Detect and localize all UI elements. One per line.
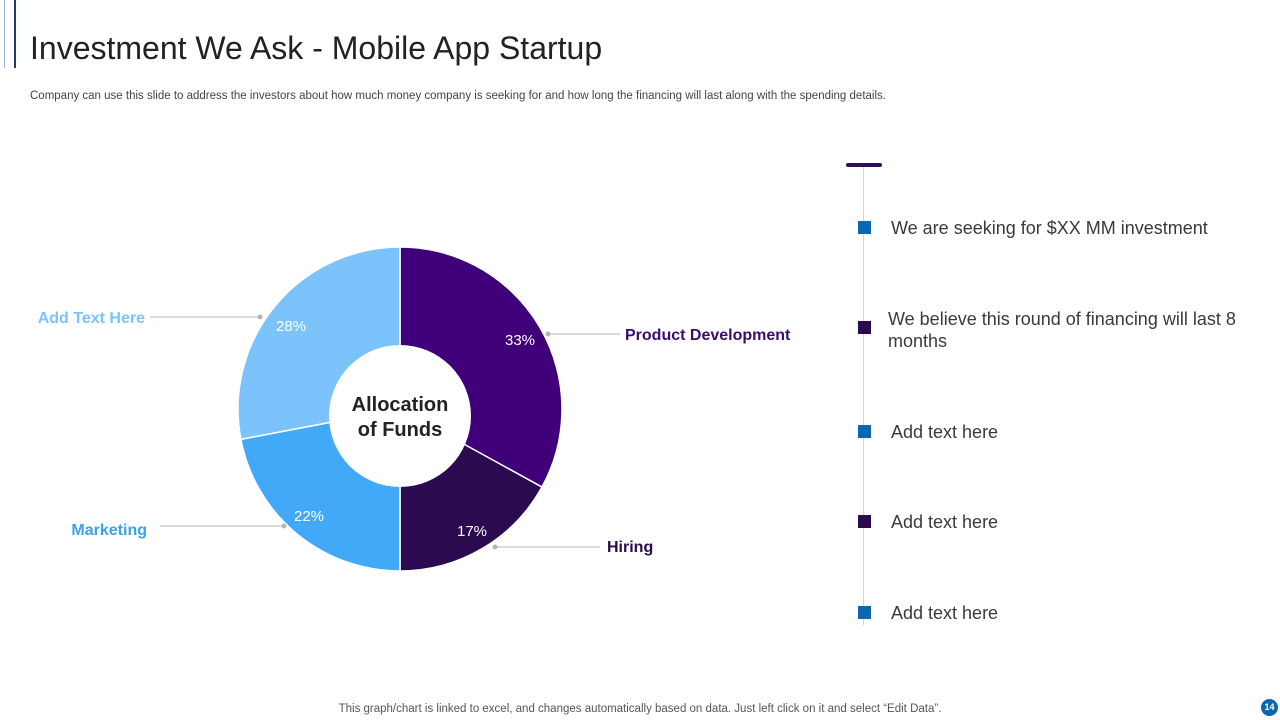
square-bullet-icon bbox=[858, 515, 871, 528]
accent-line bbox=[14, 0, 16, 68]
bullet-text-2: We believe this round of financing will … bbox=[888, 309, 1236, 351]
bullet-text-3: Add text here bbox=[891, 422, 999, 442]
accent-line-thin bbox=[4, 0, 5, 68]
page-number-badge: 14 bbox=[1261, 699, 1278, 716]
square-bullet-icon bbox=[858, 321, 871, 334]
slide-subtitle: Company can use this slide to address th… bbox=[30, 90, 886, 102]
category-label-4: Add Text Here bbox=[38, 310, 145, 327]
slice-percent-label-3: 22% bbox=[294, 508, 324, 525]
category-label-1: Product Development bbox=[625, 327, 791, 344]
leader-dot-2 bbox=[492, 544, 498, 550]
bullet-text-1: We are seeking for $XX MM investment bbox=[891, 218, 1208, 238]
bullet-item-2: We believe this round of financing will … bbox=[858, 308, 1258, 352]
square-bullet-icon bbox=[858, 221, 871, 234]
bullet-text-5: Add text here bbox=[891, 603, 999, 623]
bullet-item-4: Add text here bbox=[858, 511, 1258, 533]
slice-percent-label-4: 28% bbox=[276, 318, 306, 335]
leader-lines bbox=[150, 314, 620, 550]
bullet-item-1: We are seeking for $XX MM investment bbox=[858, 217, 1258, 239]
donut-hole bbox=[329, 345, 471, 487]
bullet-text-4: Add text here bbox=[891, 512, 999, 532]
category-label-2: Hiring bbox=[607, 539, 653, 556]
bullet-item-3: Add text here bbox=[858, 421, 1258, 443]
leader-dot-3 bbox=[281, 523, 287, 529]
leader-dot-1 bbox=[545, 331, 551, 337]
slide-title: Investment We Ask - Mobile App Startup bbox=[30, 30, 603, 66]
leader-dot-4 bbox=[257, 314, 263, 320]
center-label-line-2: of Funds bbox=[358, 419, 442, 441]
footer-note: This graph/chart is linked to excel, and… bbox=[338, 703, 942, 715]
timeline-line bbox=[863, 167, 864, 625]
square-bullet-icon bbox=[858, 425, 871, 438]
category-label-3: Marketing bbox=[71, 522, 147, 539]
timeline-cap bbox=[846, 163, 882, 167]
slice-percent-label-1: 33% bbox=[505, 332, 535, 349]
donut-chart: Allocation of Funds 33% Product Developme… bbox=[38, 246, 791, 572]
bullet-item-5: Add text here bbox=[858, 602, 1258, 624]
center-label-line-1: Allocation bbox=[352, 394, 449, 416]
labels-layer: 33% Product Development 17% Hiring 22% Market… bbox=[38, 310, 791, 556]
slice-percent-label-2: 17% bbox=[457, 523, 487, 540]
square-bullet-icon bbox=[858, 606, 871, 619]
